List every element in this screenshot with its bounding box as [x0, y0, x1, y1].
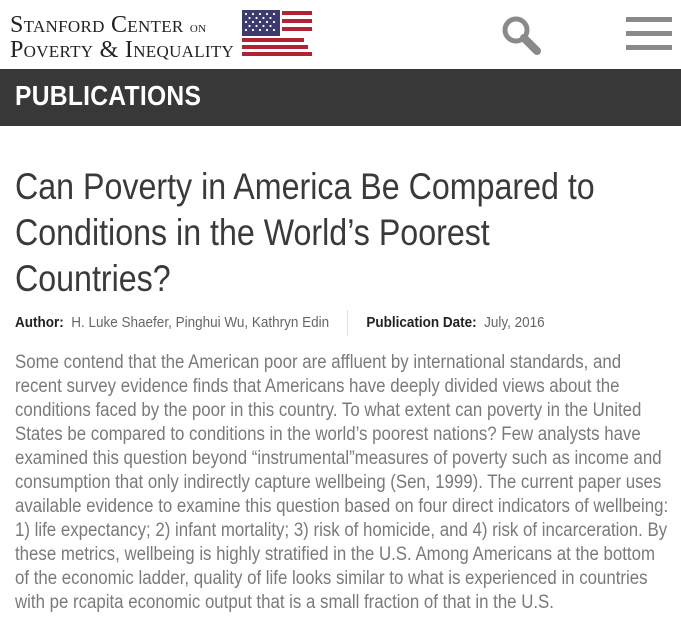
logo-wordmark: Stanford Center on Poverty & Inequality [10, 12, 235, 63]
article-title: Can Poverty in America Be Compared to Con… [15, 164, 595, 302]
search-icon [502, 16, 541, 55]
hamburger-menu-icon [626, 17, 672, 50]
logo-line1-small: on [189, 20, 207, 36]
article-title-line: Countries? [15, 258, 171, 299]
logo-line1: Stanford Center [10, 12, 184, 38]
article-abstract: Some contend that the American poor are … [15, 352, 669, 613]
publication-date-label: Publication Date: [366, 313, 477, 331]
site-logo[interactable]: Stanford Center on Poverty & Inequality [10, 10, 313, 63]
author-names: H. Luke Shaefer, Pinghui Wu, Kathryn Edi… [71, 313, 330, 331]
section-header-bar: PUBLICATIONS [0, 69, 681, 126]
meta-divider [347, 310, 349, 336]
section-title: PUBLICATIONS [15, 80, 202, 111]
publication-date: July, 2016 [484, 313, 545, 331]
article-title-line: Conditions in the World’s Poorest [15, 212, 490, 253]
author-label: Author: [15, 313, 64, 331]
search-button[interactable] [500, 14, 544, 58]
article-meta: Author: H. Luke Shaefer, Pinghui Wu, Kat… [15, 310, 604, 336]
article-title-line: Can Poverty in America Be Compared to [15, 166, 595, 207]
american-flag-icon [242, 10, 313, 56]
logo-line2: Poverty & Inequality [10, 37, 235, 63]
site-header: Stanford Center on Poverty & Inequality [0, 0, 681, 69]
menu-button[interactable] [626, 17, 672, 51]
